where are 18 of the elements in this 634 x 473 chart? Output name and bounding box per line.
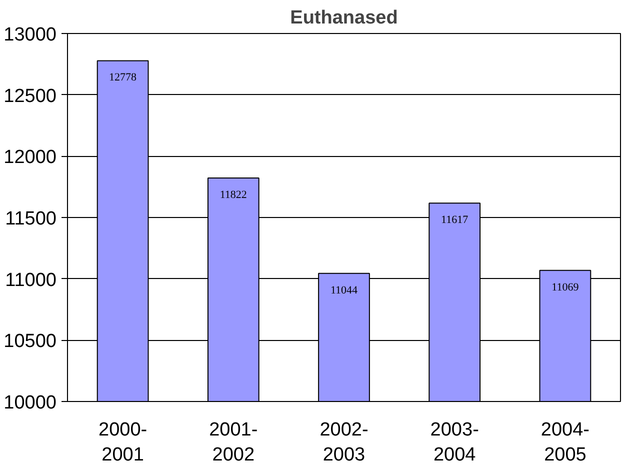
x-tick-label: 2000-2001	[98, 420, 148, 466]
data-label: 12778	[109, 72, 138, 84]
y-tick-label: 12000	[4, 147, 57, 168]
chart-title: Euthanased	[290, 8, 398, 28]
data-label: 11822	[220, 189, 247, 201]
y-tick-label: 10500	[4, 331, 57, 352]
y-tick-label: 10000	[4, 392, 57, 414]
y-tick-label: 11500	[5, 208, 57, 230]
data-label: 11617	[441, 214, 469, 226]
x-tick-label: 2003-2004	[430, 420, 479, 466]
x-tick-label: 2001-2002	[209, 420, 258, 466]
y-tick-label: 11000	[5, 270, 57, 291]
data-label: 11044	[330, 284, 358, 296]
x-tick-label: 2002-2003	[320, 420, 368, 466]
data-label: 11069	[552, 281, 580, 294]
y-tick-label: 12500	[4, 86, 57, 107]
y-tick-label: 13000	[4, 24, 57, 46]
x-tick-label: 2004-2005	[540, 420, 590, 466]
